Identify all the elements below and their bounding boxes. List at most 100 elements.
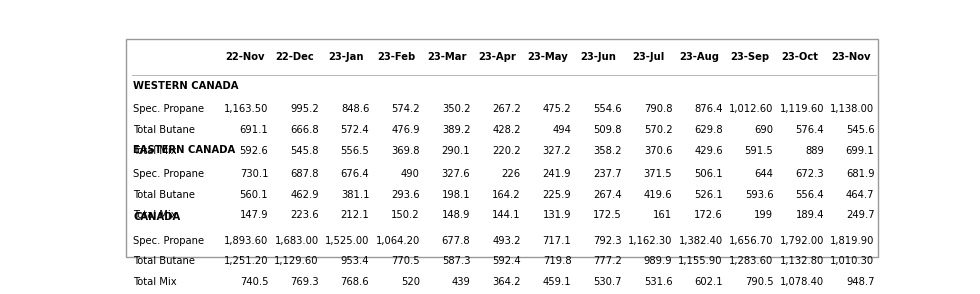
Text: 464.7: 464.7 <box>846 190 874 200</box>
Text: Total Mix: Total Mix <box>133 211 176 220</box>
Text: 629.8: 629.8 <box>694 125 723 135</box>
Text: 570.2: 570.2 <box>644 125 672 135</box>
Text: 554.6: 554.6 <box>593 104 622 114</box>
Text: Total Butane: Total Butane <box>133 125 195 135</box>
Text: 948.7: 948.7 <box>846 277 874 287</box>
Text: 241.9: 241.9 <box>543 169 571 179</box>
Text: 777.2: 777.2 <box>593 256 622 266</box>
Text: 1,138.00: 1,138.00 <box>830 104 874 114</box>
Text: 672.3: 672.3 <box>795 169 824 179</box>
Text: EASTERN CANADA: EASTERN CANADA <box>133 145 235 155</box>
Text: 459.1: 459.1 <box>543 277 571 287</box>
Text: 164.2: 164.2 <box>492 190 520 200</box>
Text: 144.1: 144.1 <box>492 211 520 220</box>
Text: 150.2: 150.2 <box>391 211 419 220</box>
Text: Total Butane: Total Butane <box>133 190 195 200</box>
Text: 220.2: 220.2 <box>492 146 520 156</box>
Text: 592.4: 592.4 <box>492 256 520 266</box>
Text: 740.5: 740.5 <box>240 277 269 287</box>
Text: 23-Aug: 23-Aug <box>679 52 719 62</box>
Text: 23-Mar: 23-Mar <box>427 52 466 62</box>
Text: 389.2: 389.2 <box>442 125 470 135</box>
Text: 1,251.20: 1,251.20 <box>223 256 269 266</box>
Text: 475.2: 475.2 <box>543 104 571 114</box>
Text: 381.1: 381.1 <box>341 190 369 200</box>
Text: 576.4: 576.4 <box>795 125 824 135</box>
Text: 520: 520 <box>401 277 419 287</box>
Text: 602.1: 602.1 <box>694 277 723 287</box>
Text: 531.6: 531.6 <box>644 277 672 287</box>
Text: 699.1: 699.1 <box>846 146 874 156</box>
Text: 769.3: 769.3 <box>290 277 318 287</box>
Text: 23-Apr: 23-Apr <box>478 52 516 62</box>
Text: 358.2: 358.2 <box>593 146 622 156</box>
Text: 23-Jun: 23-Jun <box>580 52 616 62</box>
Text: 462.9: 462.9 <box>290 190 318 200</box>
Text: 770.5: 770.5 <box>391 256 419 266</box>
Text: 1,819.90: 1,819.90 <box>830 235 874 245</box>
Text: 526.1: 526.1 <box>694 190 723 200</box>
Text: 681.9: 681.9 <box>846 169 874 179</box>
Text: 476.9: 476.9 <box>391 125 419 135</box>
Text: 1,078.40: 1,078.40 <box>780 277 824 287</box>
Text: 593.6: 593.6 <box>745 190 773 200</box>
Text: 23-Oct: 23-Oct <box>782 52 818 62</box>
Text: 1,656.70: 1,656.70 <box>729 235 773 245</box>
Text: 237.7: 237.7 <box>593 169 622 179</box>
Text: 587.3: 587.3 <box>442 256 470 266</box>
Text: 131.9: 131.9 <box>543 211 571 220</box>
Text: 509.8: 509.8 <box>593 125 622 135</box>
FancyBboxPatch shape <box>126 39 878 257</box>
Text: 494: 494 <box>553 125 571 135</box>
Text: 23-Jan: 23-Jan <box>327 52 364 62</box>
Text: 419.6: 419.6 <box>644 190 672 200</box>
Text: 226: 226 <box>502 169 520 179</box>
Text: 1,683.00: 1,683.00 <box>274 235 318 245</box>
Text: 687.8: 687.8 <box>290 169 318 179</box>
Text: 249.7: 249.7 <box>846 211 874 220</box>
Text: 490: 490 <box>401 169 419 179</box>
Text: 1,129.60: 1,129.60 <box>274 256 318 266</box>
Text: 198.1: 198.1 <box>442 190 470 200</box>
Text: 1,155.90: 1,155.90 <box>678 256 723 266</box>
Text: 848.6: 848.6 <box>341 104 369 114</box>
Text: 371.5: 371.5 <box>644 169 672 179</box>
Text: 644: 644 <box>755 169 773 179</box>
Text: Spec. Propane: Spec. Propane <box>133 169 204 179</box>
Text: 1,382.40: 1,382.40 <box>679 235 723 245</box>
Text: 1,132.80: 1,132.80 <box>780 256 824 266</box>
Text: 439: 439 <box>452 277 470 287</box>
Text: 1,162.30: 1,162.30 <box>628 235 672 245</box>
Text: 719.8: 719.8 <box>543 256 571 266</box>
Text: 1,064.20: 1,064.20 <box>375 235 419 245</box>
Text: 493.2: 493.2 <box>492 235 520 245</box>
Text: 147.9: 147.9 <box>240 211 269 220</box>
Text: 666.8: 666.8 <box>290 125 318 135</box>
Text: 23-Sep: 23-Sep <box>730 52 769 62</box>
Text: 172.5: 172.5 <box>593 211 622 220</box>
Text: 212.1: 212.1 <box>340 211 369 220</box>
Text: 1,119.60: 1,119.60 <box>779 104 824 114</box>
Text: 290.1: 290.1 <box>442 146 470 156</box>
Text: 369.8: 369.8 <box>391 146 419 156</box>
Text: 293.6: 293.6 <box>391 190 419 200</box>
Text: 267.4: 267.4 <box>593 190 622 200</box>
Text: 1,283.60: 1,283.60 <box>729 256 773 266</box>
Text: 225.9: 225.9 <box>543 190 571 200</box>
Text: 23-May: 23-May <box>527 52 568 62</box>
Text: 23-Nov: 23-Nov <box>831 52 870 62</box>
Text: 370.6: 370.6 <box>644 146 672 156</box>
Text: 690: 690 <box>755 125 773 135</box>
Text: 267.2: 267.2 <box>492 104 520 114</box>
Text: 350.2: 350.2 <box>442 104 470 114</box>
Text: 876.4: 876.4 <box>695 104 723 114</box>
Text: Total Butane: Total Butane <box>133 256 195 266</box>
Text: 676.4: 676.4 <box>341 169 369 179</box>
Text: Total Mix: Total Mix <box>133 277 176 287</box>
Text: 768.6: 768.6 <box>341 277 369 287</box>
Text: 989.9: 989.9 <box>644 256 672 266</box>
Text: 223.6: 223.6 <box>290 211 318 220</box>
Text: 1,012.60: 1,012.60 <box>729 104 773 114</box>
Text: CANADA: CANADA <box>133 212 180 222</box>
Text: 545.6: 545.6 <box>846 125 874 135</box>
